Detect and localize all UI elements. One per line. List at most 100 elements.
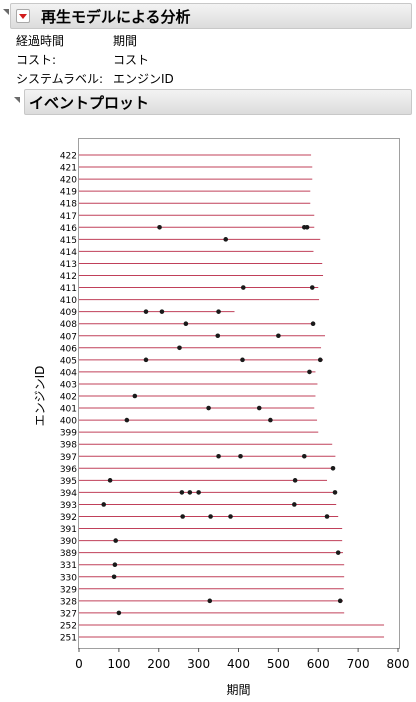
y-tick-label: 396 [60,465,77,475]
y-tick-label: 421 [60,164,77,174]
y-tick-label: 403 [60,380,77,390]
event-point [112,562,118,567]
event-point [330,466,336,471]
event-point [335,550,341,555]
plot-frame [78,138,400,649]
event-point [159,309,165,314]
event-plot-title: イベントプロット [29,94,150,112]
y-tick-label: 420 [60,176,77,186]
event-point [187,490,193,495]
event-point [276,333,281,339]
event-point [216,453,221,459]
event-point [179,490,185,495]
y-tick-label: 418 [60,200,77,210]
event-point [207,598,213,604]
field-value-cost: コスト [113,53,150,67]
y-tick-label: 393 [60,501,77,511]
y-tick-label: 402 [60,393,77,403]
event-point [113,538,118,543]
event-point [143,357,149,363]
y-tick-label: 397 [60,453,77,463]
y-tick-label: 392 [60,513,77,523]
y-tick-label: 404 [60,368,77,378]
event-point [215,333,221,339]
y-tick-label: 398 [60,441,77,451]
event-point [268,417,273,423]
event-point [183,321,189,327]
event-point [132,393,138,399]
event-point [317,357,323,363]
event-point [107,478,113,483]
field-value-elapsed: 期間 [113,34,138,48]
event-plot-header: イベントプロット [24,89,412,115]
event-point [157,225,162,230]
y-tick-label: 416 [60,224,77,234]
event-plot-disclosure-icon[interactable] [14,97,20,103]
event-point [208,514,213,519]
field-value-system: エンジンID [113,72,174,86]
event-point [310,321,316,327]
x-tick-label: 800 [387,657,410,671]
event-point [228,514,233,519]
event-point [124,417,130,423]
event-point [101,502,107,507]
y-tick-label: 406 [60,344,77,354]
field-label-elapsed: 経過時間 [16,34,65,48]
y-tick-label: 390 [60,537,77,547]
event-point [240,357,245,363]
x-tick-label: 700 [347,657,370,671]
x-tick-label: 0 [75,657,83,671]
y-tick-label: 413 [60,260,77,270]
event-point [301,453,307,459]
event-point [216,309,221,314]
y-tick-label: 331 [60,561,77,571]
event-point [309,285,315,290]
event-point [324,514,330,519]
y-tick-label: 391 [60,525,77,535]
x-tick-label: 400 [227,657,250,671]
event-point [116,610,122,616]
event-point [256,405,262,411]
field-label-cost: コスト: [16,53,57,67]
y-tick-label: 400 [60,417,77,427]
event-point [304,225,310,230]
event-point [240,285,246,290]
event-point [111,574,117,580]
y-tick-label: 419 [60,188,77,198]
y-tick-label: 414 [60,248,77,258]
y-tick-label: 411 [60,284,77,294]
y-tick-label: 401 [60,405,77,415]
collapse-disclosure-icon[interactable] [3,9,9,15]
event-point [292,502,297,507]
event-point [206,405,211,411]
y-tick-label: 251 [60,634,77,644]
report-title: 再生モデルによる分析 [41,8,191,26]
report-header: 再生モデルによる分析 [10,3,412,29]
y-tick-label: 330 [60,573,77,583]
x-tick-label: 500 [267,657,290,671]
x-tick-label: 200 [147,657,170,671]
x-tick-label: 300 [187,657,210,671]
y-tick-label: 395 [60,477,77,487]
red-triangle-menu-icon[interactable] [16,9,30,23]
y-tick-label: 327 [60,609,77,619]
event-point [177,345,182,351]
x-tick-label: 600 [307,657,330,671]
y-tick-label: 417 [60,212,77,222]
event-point [292,478,298,483]
event-point [196,490,201,495]
event-point [180,514,185,519]
x-tick-label: 100 [107,657,130,671]
y-tick-label: 422 [60,152,77,162]
event-point [238,453,243,459]
y-tick-label: 412 [60,272,77,282]
field-label-system: システムラベル: [16,72,104,86]
y-tick-label: 252 [60,621,77,631]
y-tick-label: 405 [60,356,77,366]
y-tick-label: 394 [60,489,77,499]
y-tick-label: 407 [60,332,77,342]
y-tick-label: 399 [60,429,77,439]
y-tick-label: 409 [60,308,77,318]
y-tick-label: 389 [60,549,77,559]
